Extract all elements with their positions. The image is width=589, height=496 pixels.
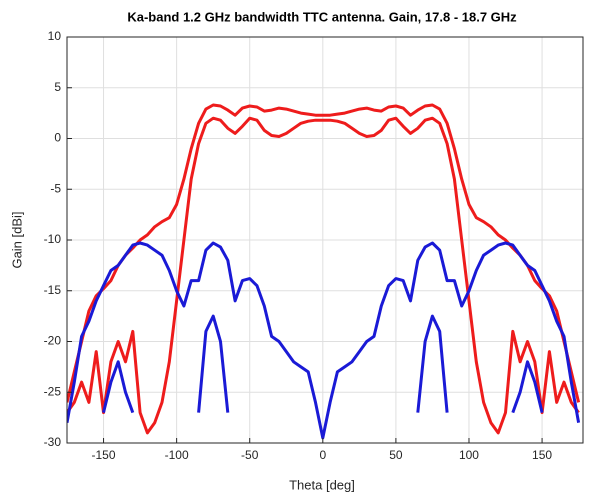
y-axis-label: Gain [dBi] — [9, 211, 24, 268]
x-tick-label: -50 — [241, 448, 259, 462]
x-tick-label: -150 — [92, 448, 116, 462]
y-tick-label: -30 — [44, 435, 62, 449]
x-tick-label: 50 — [389, 448, 403, 462]
y-tick-label: 0 — [54, 131, 61, 145]
x-tick-label: -100 — [165, 448, 189, 462]
y-tick-label: -25 — [44, 384, 62, 398]
lines — [67, 103, 581, 440]
x-tick-label: 100 — [459, 448, 479, 462]
series-line — [67, 103, 581, 403]
y-tick-label: -5 — [50, 181, 61, 195]
y-tick-label: -15 — [44, 283, 62, 297]
y-tick-label: 10 — [48, 29, 62, 43]
x-tick-label: 150 — [532, 448, 552, 462]
series-line — [67, 241, 581, 440]
y-tick-label: -10 — [44, 232, 62, 246]
series-line — [102, 314, 544, 414]
x-axis-label: Theta [deg] — [289, 477, 355, 492]
chart-title: Ka-band 1.2 GHz bandwidth TTC antenna. G… — [127, 9, 517, 24]
y-tick-label: -20 — [44, 334, 62, 348]
x-tick-label: 0 — [319, 448, 326, 462]
y-tick-label: 5 — [54, 80, 61, 94]
series-line — [67, 116, 580, 435]
